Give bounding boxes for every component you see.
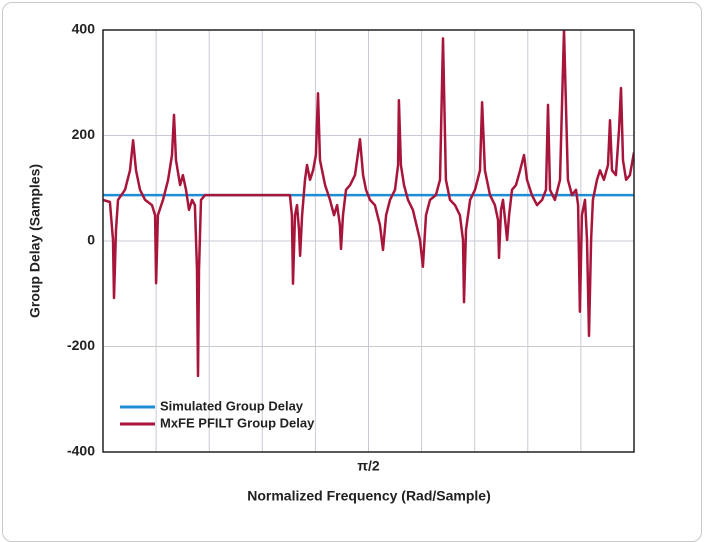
legend-label: Simulated Group Delay <box>160 398 304 413</box>
y-tick-label: 400 <box>72 21 96 37</box>
x-axis-label: Normalized Frequency (Rad/Sample) <box>247 488 491 504</box>
series-line <box>103 30 634 378</box>
y-tick-label: 0 <box>87 232 95 248</box>
y-tick-label: -200 <box>67 337 95 353</box>
x-tick-label: π/2 <box>357 458 380 474</box>
legend-label: MxFE PFILT Group Delay <box>160 415 315 430</box>
y-tick-label: 200 <box>72 126 96 142</box>
y-tick-label: -400 <box>67 443 95 459</box>
chart: Normalized Frequency (Rad/Sample) Group … <box>27 21 635 504</box>
y-axis-label: Group Delay (Samples) <box>27 164 43 318</box>
plot-frame <box>102 29 635 453</box>
